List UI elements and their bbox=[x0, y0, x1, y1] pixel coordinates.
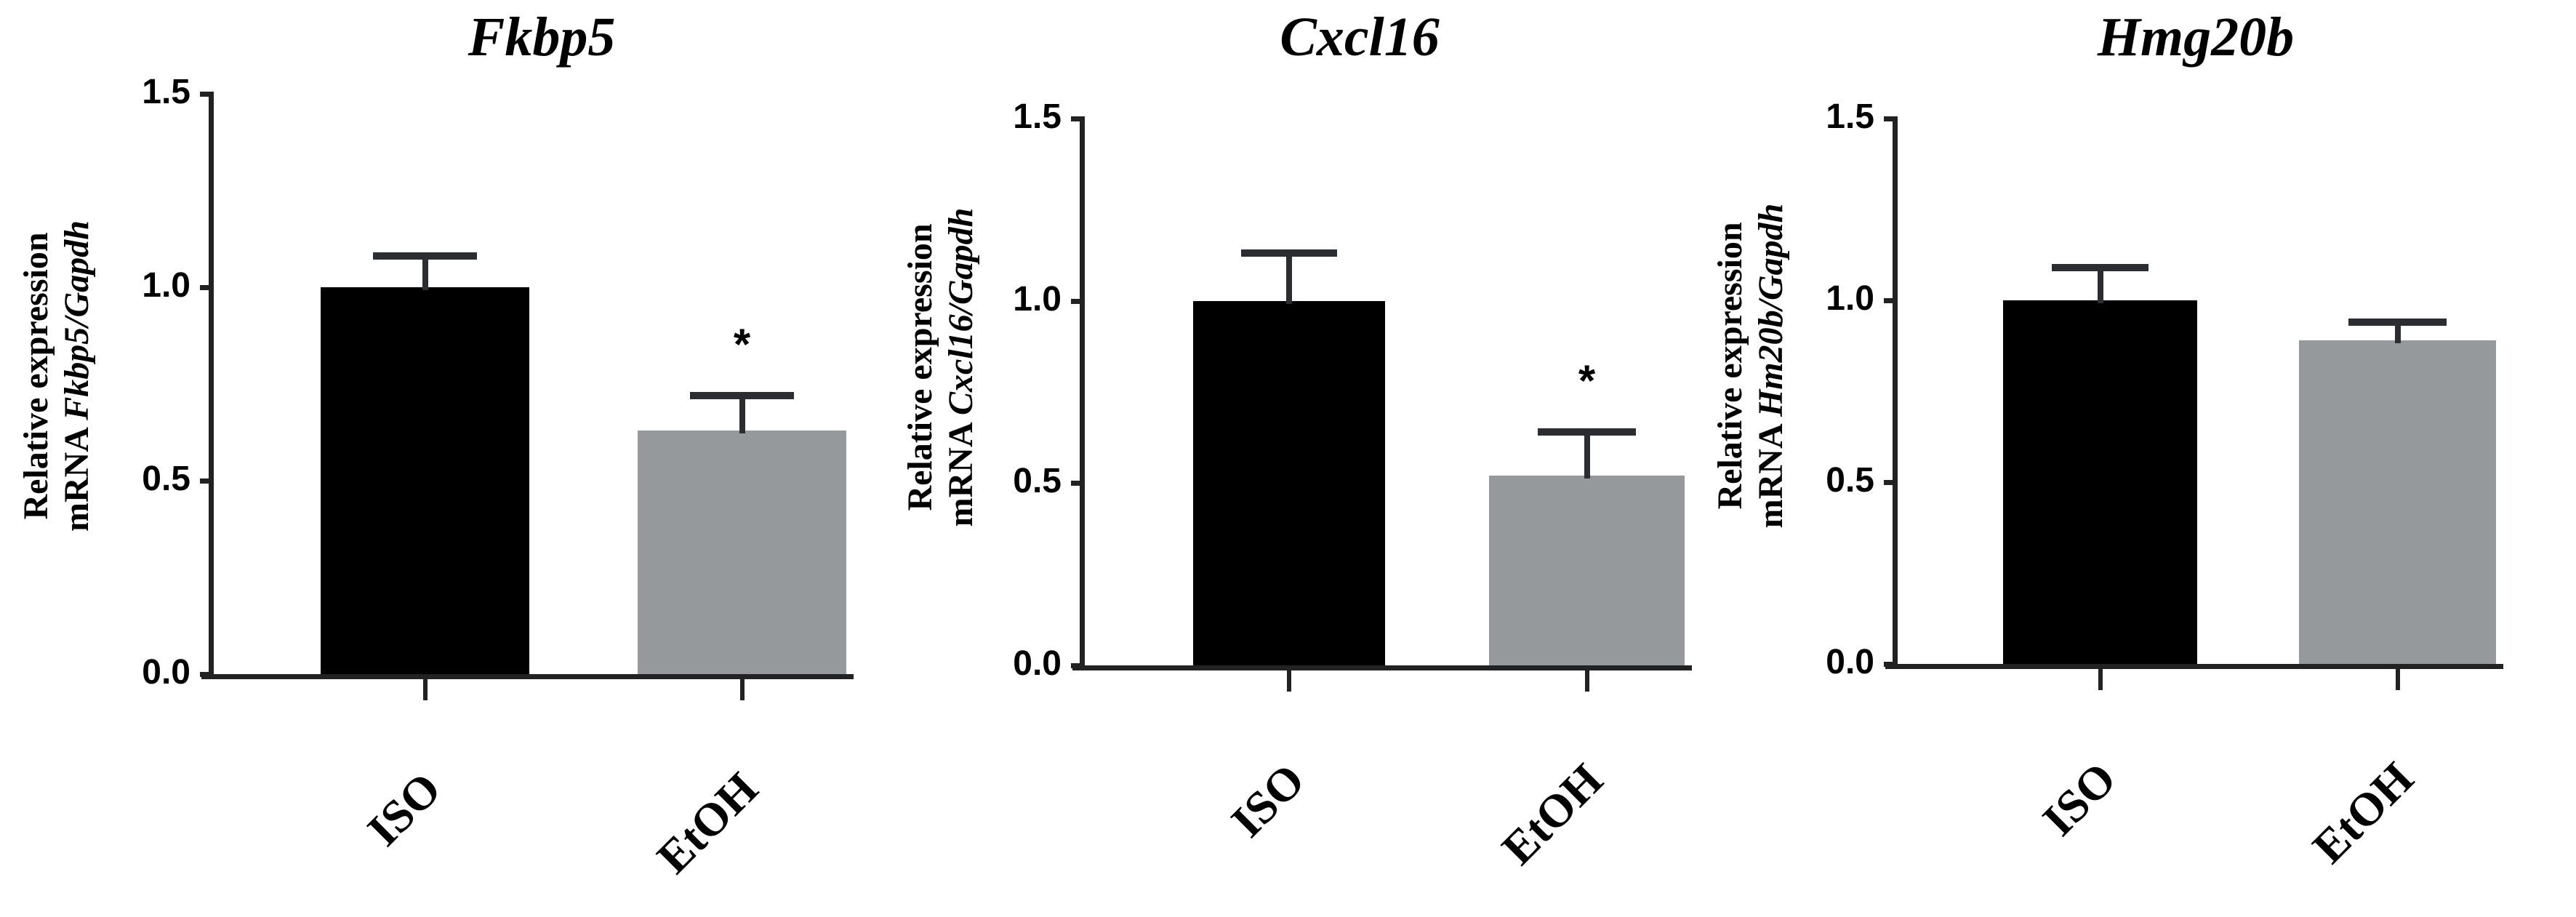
x-tick bbox=[1584, 670, 1589, 692]
significance-marker: * bbox=[733, 319, 751, 369]
error-bar-stem bbox=[2394, 322, 2401, 343]
y-tick bbox=[1071, 298, 1083, 304]
y-axis-line bbox=[1080, 116, 1085, 668]
y-tick bbox=[200, 672, 212, 677]
y-tick-label: 1.0 bbox=[1826, 279, 1874, 318]
y-tick-label: 1.5 bbox=[1826, 97, 1874, 136]
bar-iso bbox=[1193, 300, 1385, 665]
y-tick-label: 0.0 bbox=[142, 653, 190, 692]
x-axis-line bbox=[1072, 665, 1692, 670]
y-tick bbox=[1884, 298, 1895, 303]
y-axis-title: Relative expression mRNA Hm20b/Gapdh bbox=[1710, 89, 1791, 642]
y-tick bbox=[1884, 662, 1895, 667]
y-axis-title-line1: Relative expression bbox=[1711, 222, 1749, 510]
error-bar-cap bbox=[372, 252, 478, 260]
bar-iso bbox=[321, 287, 529, 674]
y-tick bbox=[1071, 663, 1083, 668]
y-axis-line bbox=[1893, 116, 1898, 667]
y-tick-label: 0.5 bbox=[1013, 462, 1062, 501]
x-tick-label-iso: ISO bbox=[2032, 752, 2126, 846]
y-axis-title-line2: mRNA Hm20b/Gapdh bbox=[1751, 89, 1791, 642]
chart-title: Cxcl16 bbox=[1280, 7, 1440, 68]
y-tick bbox=[200, 92, 212, 97]
y-tick-label: 1.5 bbox=[142, 73, 190, 111]
y-tick-label: 0.5 bbox=[142, 460, 190, 498]
y-tick-label: 0.0 bbox=[1826, 643, 1874, 681]
error-bar-stem bbox=[739, 395, 745, 433]
x-tick bbox=[422, 678, 428, 700]
x-axis-line bbox=[201, 674, 854, 679]
x-tick bbox=[739, 678, 745, 700]
y-axis-line bbox=[209, 92, 214, 677]
x-tick bbox=[1287, 670, 1291, 692]
error-bar-cap bbox=[2051, 264, 2149, 271]
y-tick bbox=[1071, 481, 1083, 486]
y-tick-label: 0.5 bbox=[1826, 461, 1874, 500]
y-tick-label: 0.0 bbox=[1013, 644, 1062, 683]
error-bar-cap bbox=[2348, 319, 2447, 326]
error-bar-stem bbox=[2097, 268, 2103, 303]
chart-title: Fkbp5 bbox=[468, 7, 616, 68]
x-axis-line bbox=[1885, 664, 2503, 669]
x-tick-label-etoh: EtOH bbox=[2302, 752, 2423, 873]
bar-iso bbox=[2003, 300, 2197, 664]
y-tick-label: 1.0 bbox=[1013, 279, 1062, 319]
significance-marker: * bbox=[1578, 356, 1596, 406]
error-bar-stem bbox=[1286, 253, 1292, 304]
chart-title: Hmg20b bbox=[2097, 7, 2295, 68]
error-bar-stem bbox=[422, 256, 428, 290]
error-bar-cap bbox=[1241, 249, 1337, 257]
error-bar-cap bbox=[1538, 428, 1636, 436]
y-tick bbox=[200, 285, 212, 290]
bar-etoh bbox=[1489, 476, 1685, 665]
y-tick bbox=[1884, 480, 1895, 485]
error-bar-stem bbox=[1584, 432, 1590, 479]
y-tick-label: 1.0 bbox=[142, 266, 190, 305]
y-tick bbox=[1071, 116, 1083, 121]
x-tick bbox=[2098, 668, 2103, 690]
bar-etoh bbox=[638, 430, 846, 674]
y-tick bbox=[1884, 116, 1895, 121]
x-tick bbox=[2395, 668, 2400, 690]
y-tick bbox=[200, 478, 212, 484]
bar-etoh bbox=[2299, 340, 2496, 664]
error-bar-cap bbox=[689, 391, 795, 399]
y-tick-label: 1.5 bbox=[1013, 97, 1062, 136]
